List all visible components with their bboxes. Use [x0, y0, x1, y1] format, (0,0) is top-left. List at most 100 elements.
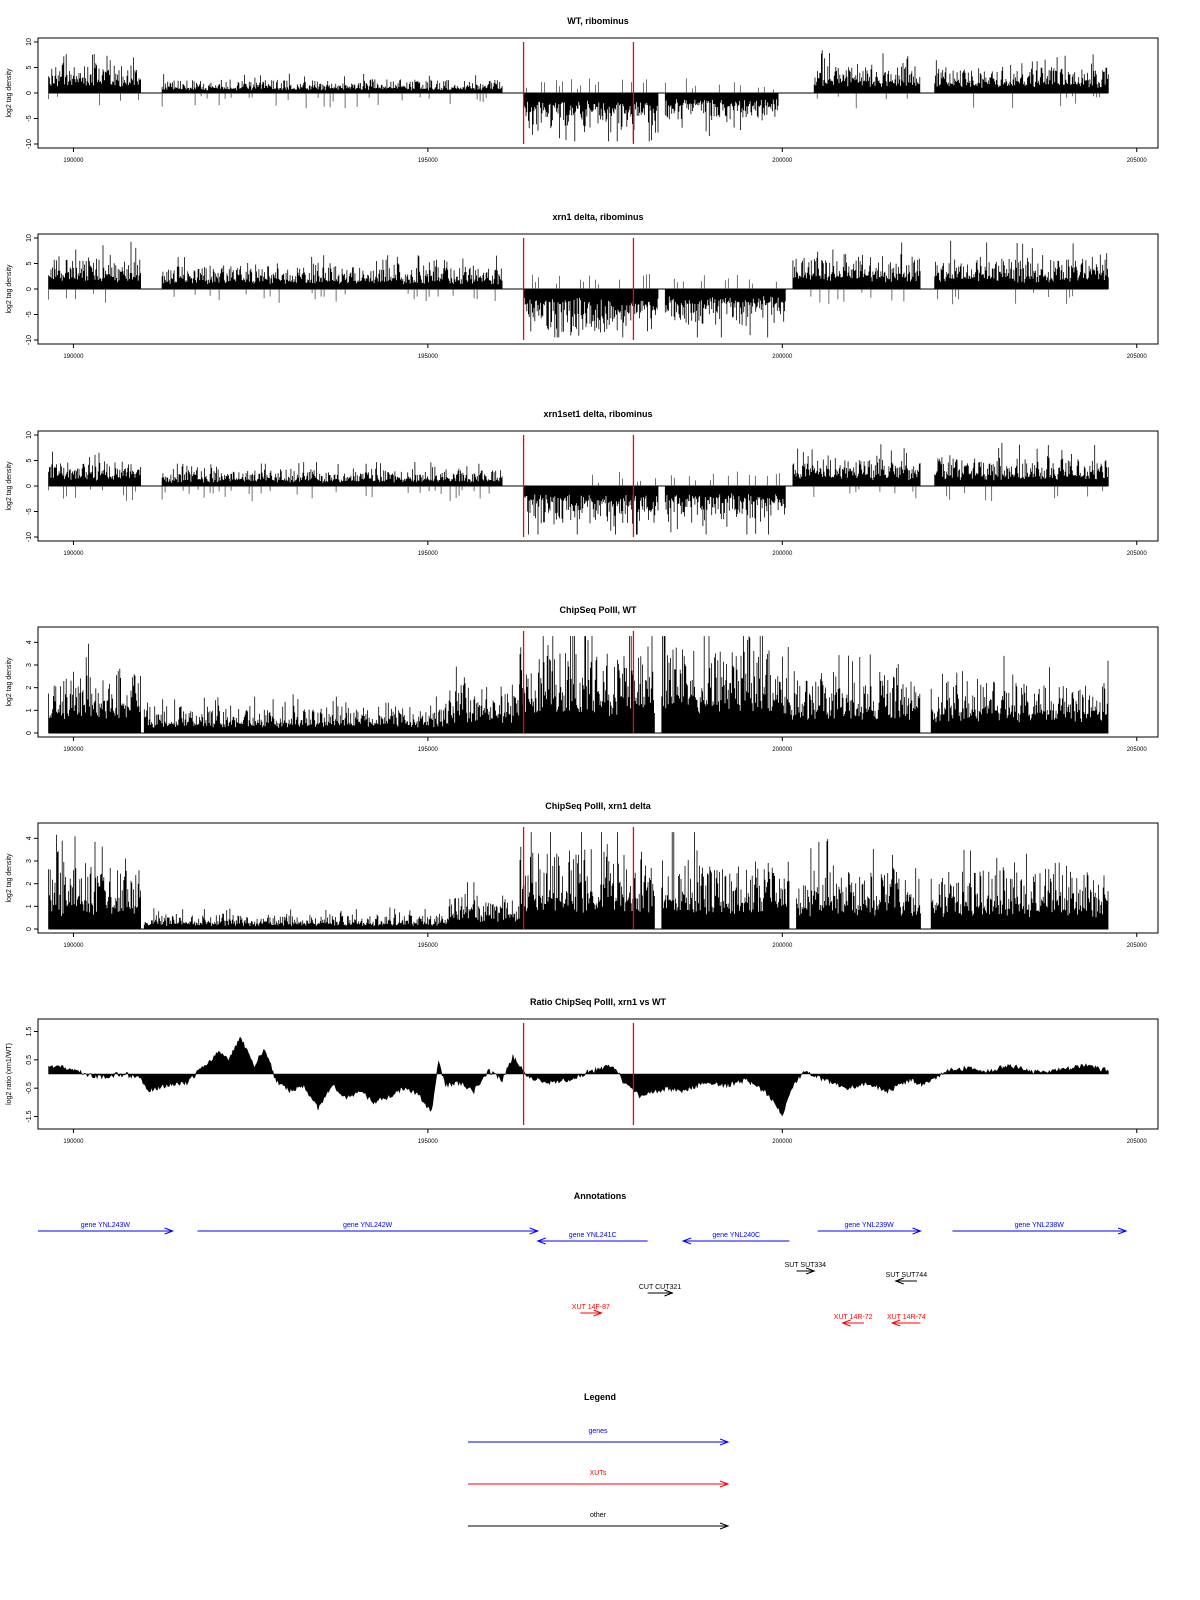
feature-label: XUT 14R-74: [887, 1314, 926, 1321]
arrow-head: [164, 1227, 175, 1235]
y-tick-label: 0: [26, 484, 33, 488]
x-tick-label: 200000: [772, 158, 793, 164]
feature-label: gene YNL243W: [81, 1222, 131, 1229]
annotations-title: Annotations: [574, 1191, 627, 1201]
x-tick-label: 190000: [63, 1139, 84, 1145]
annotation-feature: gene YNL239W: [817, 1222, 922, 1235]
legend-title: Legend: [584, 1392, 616, 1402]
arrow-head: [1117, 1227, 1128, 1235]
signal-segment-4: [664, 289, 786, 338]
signal-segment-4: [664, 93, 779, 137]
legend-arrow: [468, 1480, 730, 1488]
y-tick-label: 0: [26, 91, 33, 95]
signal-segment-1: [48, 834, 141, 929]
antisense-spikes-3: [532, 274, 650, 289]
antisense-spikes-5: [816, 93, 908, 109]
signal-segment-6: [796, 839, 921, 929]
chart-panel-6: Ratio ChipSeq PolII, xrn1 vs WT log2 rati…: [6, 997, 1159, 1145]
feature-arrow: [647, 1289, 674, 1297]
ratio-area: [48, 1036, 1109, 1117]
y-tick-label: 3: [26, 663, 33, 667]
feature-label: gene YNL239W: [844, 1222, 894, 1229]
feature-label: gene YNL238W: [1015, 1222, 1065, 1229]
plot-frame: [37, 822, 1159, 934]
annotation-feature: gene YNL241C: [536, 1232, 648, 1245]
signal-segment-2: [143, 907, 450, 929]
data-marks: [48, 832, 1109, 930]
y-tick-label: 0: [26, 927, 33, 931]
legend-arrow: [468, 1522, 730, 1530]
annotation-feature: SUT SUT334: [785, 1262, 826, 1275]
antisense-spikes-2: [173, 289, 496, 303]
arrow-head: [529, 1227, 540, 1235]
y-axis-label: log2 tag density: [6, 68, 13, 118]
y-tick-label: -1.5: [26, 1110, 33, 1122]
signal-segment-1: [48, 643, 141, 733]
arrow-head: [719, 1522, 730, 1530]
y-tick-label: 1: [26, 904, 33, 908]
annotation-feature: XUT 14R-74: [887, 1314, 926, 1327]
y-tick-label: 0: [26, 731, 33, 735]
antisense-spikes-4: [673, 275, 777, 289]
legend: Legend genes XUTs other: [468, 1392, 730, 1530]
antisense-spikes-2: [161, 93, 487, 109]
antisense-spikes-4: [670, 471, 780, 486]
annotations-panel: Annotations gene YNL243W gene YNL242W gene …: [38, 1191, 1128, 1327]
feature-label: CUT CUT321: [639, 1284, 681, 1291]
x-tick-label: 190000: [63, 354, 84, 360]
signal-segment-6: [789, 654, 921, 733]
annotation-feature: gene YNL242W: [197, 1222, 540, 1235]
x-tick-label: 205000: [1127, 158, 1148, 164]
signal-segment-4: [519, 636, 655, 733]
y-tick-label: -5: [26, 311, 33, 317]
antisense-spikes-6: [937, 289, 1074, 305]
antisense-spikes-4: [664, 78, 774, 93]
y-axis-label: log2 tag density: [6, 853, 13, 903]
y-tick-label: 2: [26, 882, 33, 886]
feature-arrow: [952, 1227, 1128, 1235]
y-tick-label: -0.5: [26, 1082, 33, 1094]
signal-segment-2: [161, 255, 503, 289]
antisense-spikes-5: [810, 289, 905, 304]
legend-label: genes: [588, 1428, 608, 1435]
annotation-feature: XUT 14R-72: [834, 1314, 873, 1327]
antisense-spikes-1: [48, 93, 139, 106]
y-axis-label: log2 ratio (xrn1/WT): [6, 1043, 13, 1105]
antisense-spikes-1: [48, 289, 106, 303]
antisense-spikes-2: [161, 486, 490, 502]
signal-segment-3: [448, 882, 520, 929]
antisense-spikes-3: [592, 472, 656, 486]
signal-segment-6: [934, 240, 1109, 289]
x-tick-label: 200000: [772, 943, 793, 949]
legend-label: XUTs: [590, 1470, 607, 1477]
feature-label: XUT 14R-72: [834, 1314, 873, 1321]
arrow-head: [719, 1438, 730, 1446]
feature-arrow: [796, 1267, 816, 1275]
x-tick-label: 205000: [1127, 1139, 1148, 1145]
chart-title: Ratio ChipSeq PolII, xrn1 vs WT: [530, 997, 667, 1007]
feature-arrow: [580, 1309, 603, 1317]
y-tick-label: 1.5: [26, 1027, 33, 1037]
annotation-feature: gene YNL240C: [681, 1232, 790, 1245]
x-tick-label: 200000: [772, 1139, 793, 1145]
y-tick-label: 0.5: [26, 1055, 33, 1065]
arrow-head: [536, 1237, 546, 1245]
feature-arrow: [681, 1237, 790, 1245]
x-tick-label: 190000: [63, 158, 84, 164]
signal-segment-5: [792, 444, 921, 486]
feature-label: XUT 14F-87: [572, 1304, 610, 1311]
feature-arrow: [890, 1319, 921, 1327]
y-tick-label: 5: [26, 458, 33, 462]
signal-segment-6: [934, 443, 1109, 486]
chart-panel-3: xrn1set1 delta, ribominus log2 tag densit…: [6, 409, 1159, 557]
y-tick-label: 5: [26, 261, 33, 265]
signal-segment-3: [523, 93, 659, 142]
signal-segment-7: [930, 849, 1109, 929]
signal-segment-2: [161, 73, 503, 93]
arrow-head: [890, 1319, 901, 1327]
data-marks: [48, 1036, 1109, 1117]
y-tick-label: -10: [26, 335, 33, 345]
arrow-head: [681, 1237, 692, 1245]
antisense-spikes-1: [48, 486, 136, 501]
signal-segment-1: [48, 241, 141, 289]
